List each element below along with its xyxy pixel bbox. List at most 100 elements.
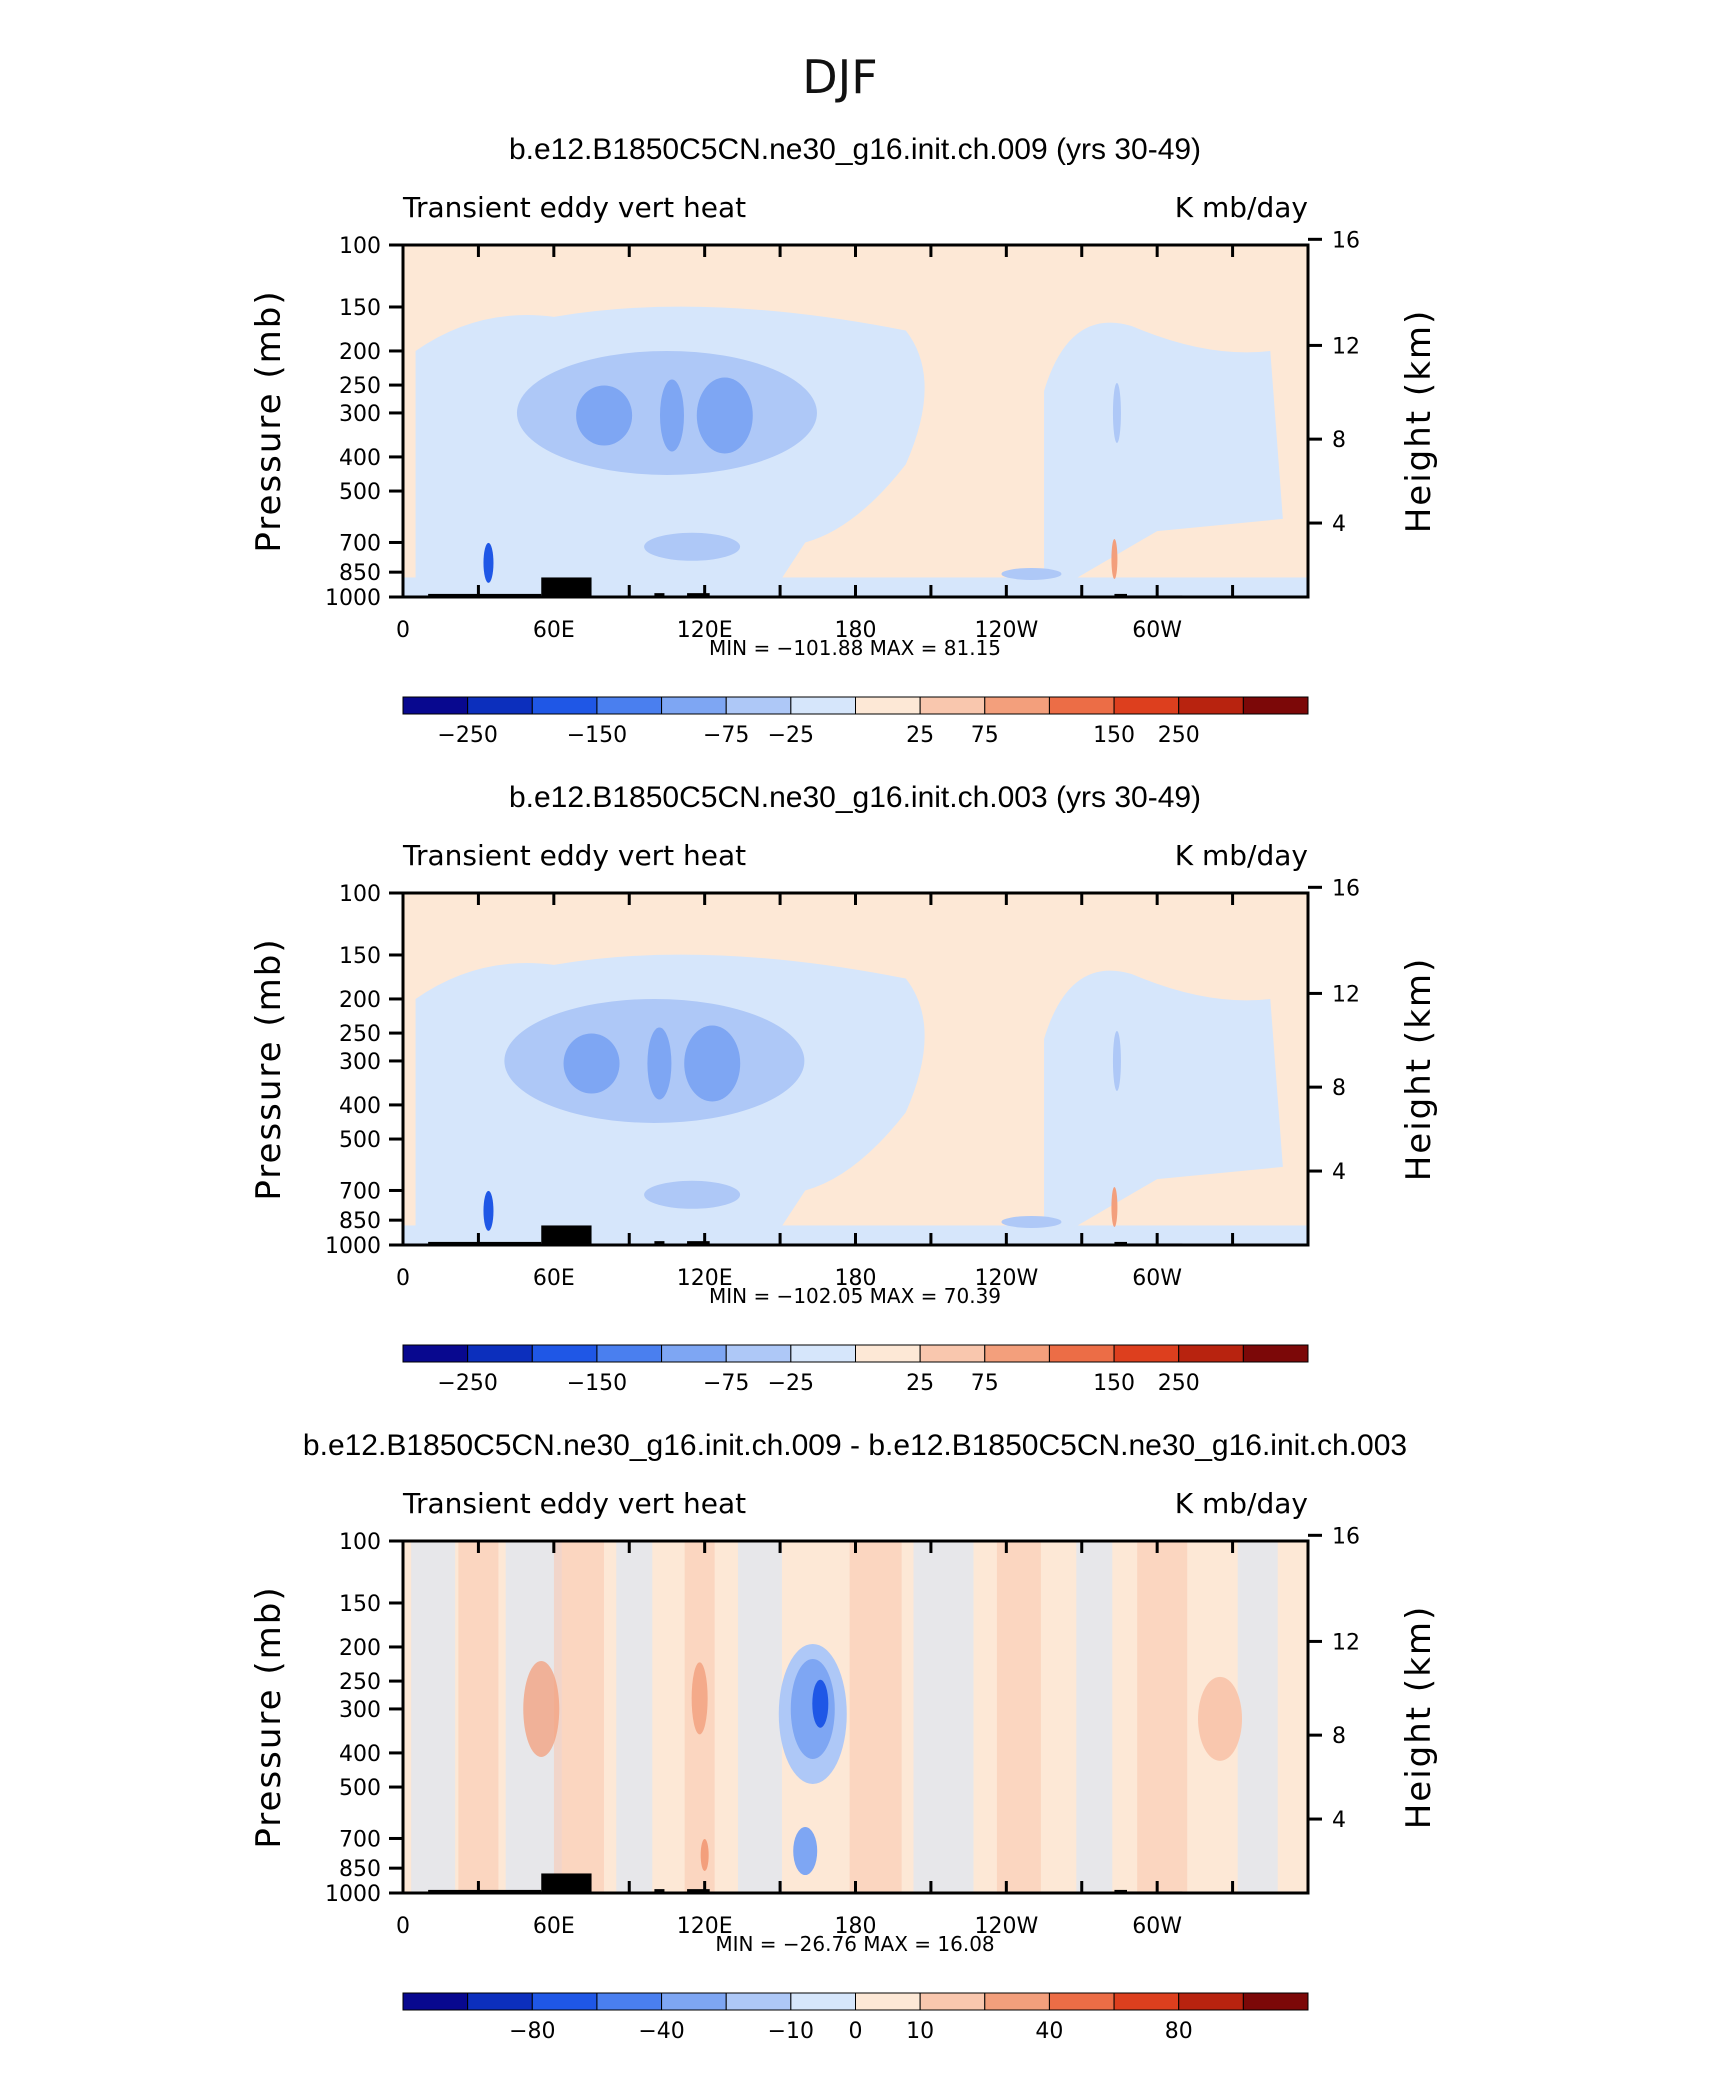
y-tick-label: 400 bbox=[339, 446, 381, 471]
y-axis-title: Pressure (mb) bbox=[249, 289, 289, 552]
x-tick-label: 120E bbox=[677, 1266, 733, 1291]
y-tick-label: 300 bbox=[339, 402, 381, 427]
x-tick-label: 120W bbox=[974, 1914, 1038, 1939]
x-tick-label: 0 bbox=[396, 618, 410, 643]
colorbar-label: 10 bbox=[906, 2019, 934, 2044]
lower-positive-anomaly bbox=[700, 1839, 709, 1872]
panel-title: b.e12.B1850C5CN.ne30_g16.init.ch.009 - b… bbox=[303, 1429, 1407, 1462]
topography-block bbox=[428, 1241, 542, 1245]
colorbar-bin bbox=[855, 696, 921, 715]
y2-tick-label: 4 bbox=[1332, 512, 1346, 537]
y-tick-label: 150 bbox=[339, 1592, 381, 1617]
panel-title: b.e12.B1850C5CN.ne30_g16.init.ch.009 (yr… bbox=[509, 133, 1201, 166]
x-tick-label: 120W bbox=[974, 1266, 1038, 1291]
topography-block bbox=[1114, 1241, 1127, 1245]
min-max-readout: MIN = −102.05 MAX = 70.39 bbox=[709, 1284, 1001, 1308]
difference-streak bbox=[913, 1541, 974, 1893]
colorbar-bin bbox=[1178, 696, 1244, 715]
colorbar-bin bbox=[1242, 1344, 1309, 1363]
difference-streak bbox=[553, 1541, 604, 1893]
colorbar-label: −40 bbox=[638, 2019, 684, 2044]
y2-tick-label: 8 bbox=[1332, 428, 1346, 453]
difference-streak bbox=[616, 1541, 653, 1893]
y2-tick-label: 12 bbox=[1332, 1630, 1360, 1655]
colorbar-bin bbox=[467, 1992, 533, 2011]
surface-positive-extreme bbox=[1111, 539, 1118, 580]
positive-anomaly-mid bbox=[691, 1662, 708, 1735]
colorbar-label: −250 bbox=[437, 723, 497, 748]
surface-negative-extreme bbox=[483, 1190, 494, 1231]
colorbar-bin bbox=[790, 696, 856, 715]
topography-block bbox=[654, 1241, 665, 1245]
colorbar-bin bbox=[402, 1992, 469, 2011]
x-tick-label: 60E bbox=[533, 618, 575, 643]
y2-tick-label: 16 bbox=[1332, 1524, 1360, 1549]
colorbar-bin bbox=[402, 696, 469, 715]
difference-streak bbox=[996, 1541, 1041, 1893]
upper-negative-core-west bbox=[576, 385, 633, 446]
x-tick-label: 120E bbox=[677, 1914, 733, 1939]
min-max-readout: MIN = −26.76 MAX = 16.08 bbox=[715, 1932, 994, 1956]
y-tick-label: 400 bbox=[339, 1094, 381, 1119]
colorbar-bin bbox=[1048, 1344, 1115, 1363]
y2-axis-title: Height (km) bbox=[1399, 309, 1439, 534]
colorbar-bin bbox=[984, 1992, 1050, 2011]
units-label: K mb/day bbox=[1175, 1487, 1308, 1520]
x-tick-label: 120E bbox=[677, 618, 733, 643]
topography-block bbox=[541, 577, 592, 597]
contour-field bbox=[403, 1541, 1308, 1893]
contour-field bbox=[403, 245, 1308, 597]
y-tick-label: 150 bbox=[339, 296, 381, 321]
upper-negative-core-mid bbox=[659, 379, 684, 452]
y2-tick-label: 12 bbox=[1332, 334, 1360, 359]
colorbar-bin bbox=[984, 696, 1050, 715]
y-tick-label: 500 bbox=[339, 1128, 381, 1153]
colorbar-bin bbox=[984, 1344, 1050, 1363]
x-tick-label: 0 bbox=[396, 1266, 410, 1291]
colorbar-label: −25 bbox=[768, 723, 814, 748]
topography-block bbox=[428, 593, 542, 597]
y2-tick-label: 8 bbox=[1332, 1076, 1346, 1101]
y2-tick-label: 4 bbox=[1332, 1160, 1346, 1185]
colorbar-label: −150 bbox=[567, 1371, 627, 1396]
colorbar-bin bbox=[919, 1344, 986, 1363]
units-label: K mb/day bbox=[1175, 839, 1308, 872]
colorbar-bin bbox=[855, 1992, 921, 2011]
colorbar-label: −250 bbox=[437, 1371, 497, 1396]
variable-label: Transient eddy vert heat bbox=[402, 191, 746, 224]
min-max-readout: MIN = −101.88 MAX = 81.15 bbox=[709, 636, 1001, 660]
y-axis-title: Pressure (mb) bbox=[249, 937, 289, 1200]
y-tick-label: 1000 bbox=[325, 586, 381, 611]
colorbar-label: −10 bbox=[768, 2019, 814, 2044]
colorbar-bin bbox=[596, 1992, 663, 2011]
difference-streak bbox=[737, 1541, 782, 1893]
y-tick-label: 300 bbox=[339, 1698, 381, 1723]
panel-3: b.e12.B1850C5CN.ne30_g16.init.ch.009 - b… bbox=[249, 1429, 1439, 2044]
topography-block bbox=[687, 1889, 710, 1893]
colorbar-bin bbox=[1113, 696, 1180, 715]
difference-streak bbox=[458, 1541, 499, 1893]
y-tick-label: 850 bbox=[339, 561, 381, 586]
colorbar-label: −75 bbox=[703, 723, 749, 748]
x-tick-label: 180 bbox=[835, 618, 877, 643]
colorbar-label: 80 bbox=[1165, 2019, 1193, 2044]
y2-axis-title: Height (km) bbox=[1399, 957, 1439, 1182]
y-tick-label: 850 bbox=[339, 1857, 381, 1882]
lower-negative-patch bbox=[644, 532, 741, 561]
y-tick-label: 700 bbox=[339, 1179, 381, 1204]
topography-block bbox=[654, 1889, 665, 1893]
y-tick-label: 200 bbox=[339, 988, 381, 1013]
colorbar-bin bbox=[661, 1344, 727, 1363]
colorbar-label: −150 bbox=[567, 723, 627, 748]
colorbar-bin bbox=[1178, 1992, 1244, 2011]
lower-negative-patch bbox=[644, 1180, 741, 1209]
topography-block bbox=[654, 593, 665, 597]
colorbar-label: 250 bbox=[1158, 1371, 1200, 1396]
colorbar-bin bbox=[919, 1992, 986, 2011]
y2-axis-title: Height (km) bbox=[1399, 1605, 1439, 1830]
positive-anomaly-east bbox=[1198, 1676, 1243, 1761]
x-tick-label: 60W bbox=[1132, 1266, 1182, 1291]
difference-streak bbox=[1076, 1541, 1113, 1893]
y2-tick-label: 4 bbox=[1332, 1808, 1346, 1833]
y2-tick-label: 8 bbox=[1332, 1724, 1346, 1749]
